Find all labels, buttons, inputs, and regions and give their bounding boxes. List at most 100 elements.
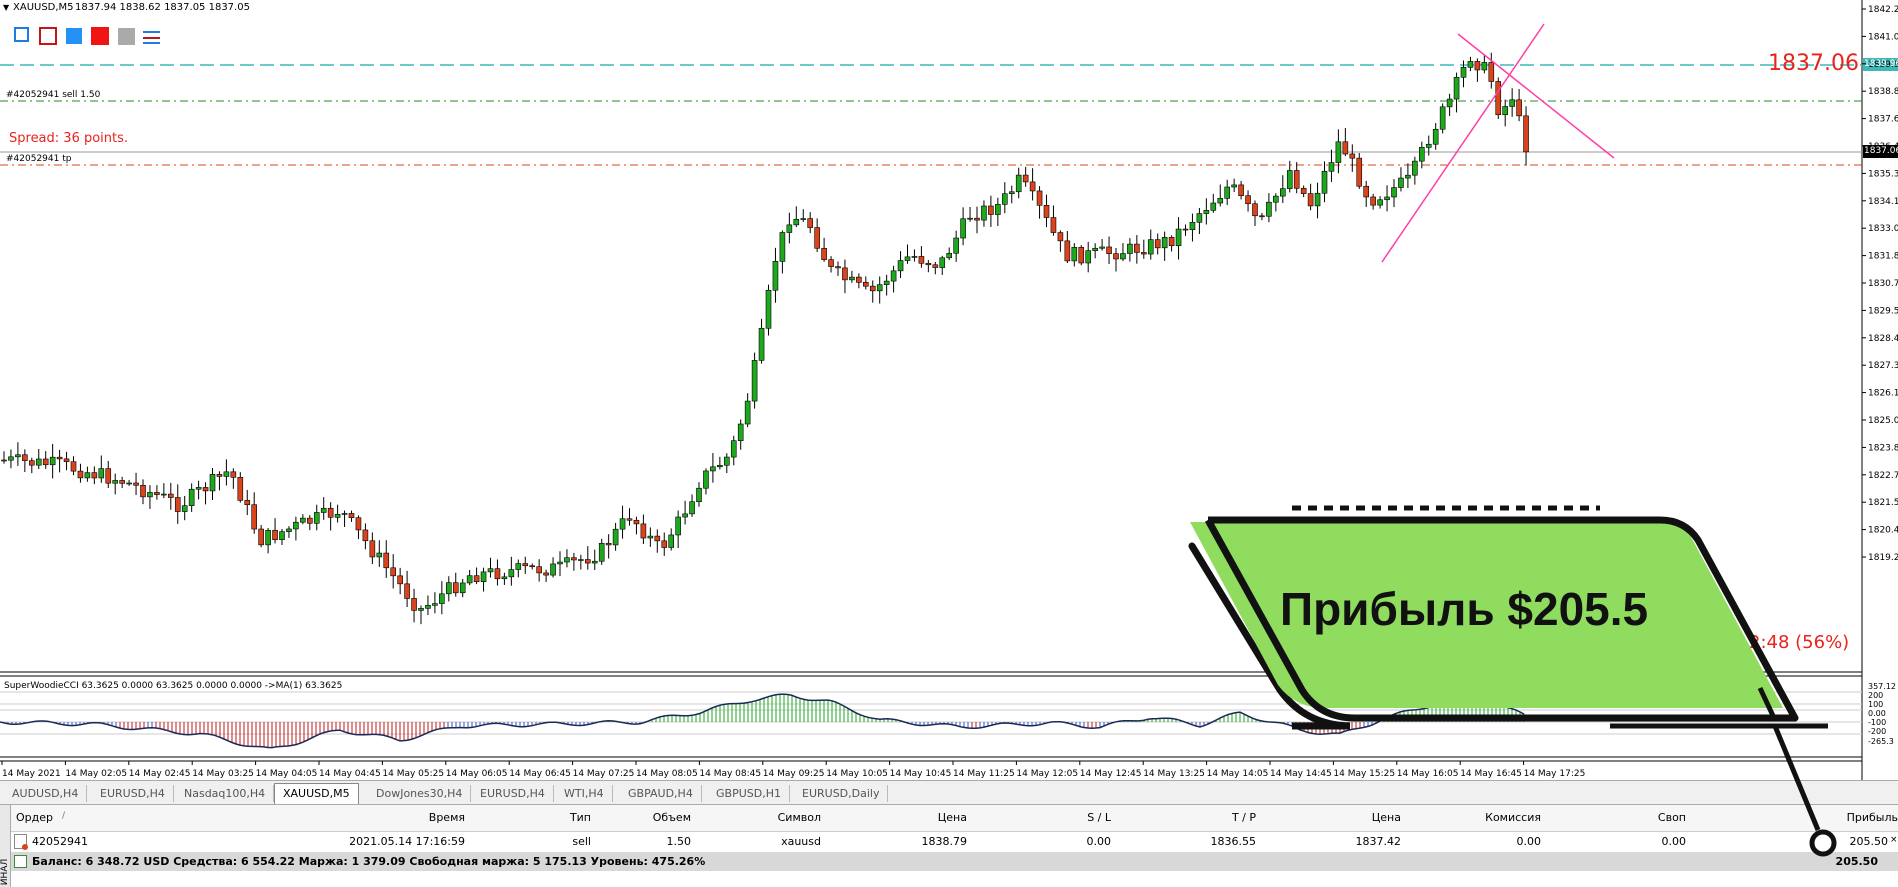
candle-body (1147, 239, 1154, 255)
chart-menu-arrow-icon[interactable]: ▼ (3, 3, 10, 12)
candle-body (904, 256, 911, 261)
candle-body (1120, 253, 1126, 260)
balance-summary: Баланс: 6 348.72 USD Средства: 6 554.22 … (32, 855, 706, 868)
candle-body (758, 327, 765, 361)
candle-body (1224, 186, 1230, 199)
candle-body (1460, 67, 1467, 78)
candle-body (529, 565, 536, 568)
price-chart[interactable]: 1842.2 1841.0 1839.9 1838.8 1837.6 1836.4 1835… (0, 0, 1898, 780)
order-close-icon[interactable]: × (1890, 835, 1898, 845)
time-axis: 14 May 2021 14 May 02:05 14 May 02:45 14 Ma… (1, 761, 1586, 779)
chart-tab[interactable]: XAUUSD,M5 (274, 783, 359, 804)
candle-body (98, 468, 105, 479)
filled-blue-square-icon[interactable] (66, 28, 82, 44)
candle-body (1293, 170, 1300, 189)
candle-body (1, 459, 7, 462)
candle-body (1273, 195, 1279, 203)
candle-body (390, 567, 397, 577)
candle-body (1349, 153, 1356, 159)
chart-tab[interactable]: Nasdaq100,H4 (176, 785, 275, 802)
order-current-price: 1837.42 (1355, 835, 1402, 848)
header-order[interactable]: Ордер (16, 811, 53, 824)
header-price-current[interactable]: Цена (1371, 811, 1401, 824)
chart-tab[interactable]: EURUSD,Daily (794, 785, 889, 802)
order-row[interactable]: 42052941 2021.05.14 17:16:59 sell 1.50 x… (11, 832, 1898, 851)
candle-body (1384, 196, 1390, 201)
candle-body (411, 598, 417, 611)
candle-body (536, 566, 542, 574)
header-tp[interactable]: T / P (1231, 811, 1256, 824)
candle-body (42, 458, 49, 466)
time-axis-label: 14 May 04:05 (256, 769, 318, 779)
header-type[interactable]: Тип (569, 811, 591, 824)
candle-body (1057, 232, 1064, 242)
terminal-side-strip[interactable]: ИНАЛ (0, 805, 11, 887)
candle-body (1516, 99, 1522, 117)
order-profit: 205.50 (1849, 835, 1889, 848)
chart-tab[interactable]: AUDUSD,H4 (4, 785, 88, 802)
candle-body (960, 218, 966, 239)
candle-body (661, 540, 668, 548)
candle-body (1474, 61, 1481, 71)
profit-promo-overlay (1188, 505, 1837, 857)
candle-body (1412, 160, 1418, 176)
candle-body (1210, 202, 1217, 211)
time-axis-label: 14 May 11:25 (953, 769, 1015, 779)
candle-body (418, 608, 424, 611)
candle-body (1328, 162, 1335, 172)
time-axis-label: 14 May 17:25 (1524, 769, 1586, 779)
candle-body (84, 472, 91, 479)
candle-body (508, 569, 515, 578)
header-volume[interactable]: Объем (652, 811, 691, 824)
cci-line (0, 693, 1525, 749)
candle-body (376, 552, 383, 558)
header-swap[interactable]: Своп (1657, 811, 1686, 824)
candle-body (209, 474, 216, 492)
indicator-label: SuperWoodieCCI 63.3625 0.0000 63.3625 0.… (4, 681, 343, 691)
candle-body (918, 256, 925, 264)
header-price-open[interactable]: Цена (937, 811, 967, 824)
header-profit[interactable]: Прибыль (1846, 811, 1898, 824)
candle-body (1203, 209, 1210, 214)
outline-blue-square-icon[interactable] (14, 27, 29, 42)
candle-body (765, 289, 772, 329)
candle-body (119, 480, 125, 484)
candle-body (675, 516, 681, 536)
spread-text: Spread: 36 points. (9, 131, 129, 146)
lines-icon[interactable] (143, 28, 160, 45)
time-axis-label: 14 May 2021 (2, 769, 61, 779)
candle-body (564, 557, 570, 563)
candle-body (967, 217, 973, 220)
chart-tab[interactable]: GBPAUD,H4 (620, 785, 702, 802)
time-axis-label: 14 May 16:05 (1397, 769, 1459, 779)
candle-body (181, 505, 188, 512)
candle-timer-text: 2:48 (56%) (1749, 632, 1850, 653)
sell-order-line-label: #42052941 sell 1.50 (6, 90, 101, 100)
header-time[interactable]: Время (428, 811, 465, 824)
candle-body (501, 576, 508, 580)
header-commission[interactable]: Комиссия (1485, 811, 1541, 824)
chart-tab[interactable]: EURUSD,H4 (472, 785, 554, 802)
chart-tab[interactable]: DowJones30,H4 (368, 785, 472, 802)
candle-body (452, 582, 459, 594)
header-symbol[interactable]: Символ (777, 811, 821, 824)
chart-window[interactable]: 1842.2 1841.0 1839.9 1838.8 1837.6 1836.4 1835… (0, 0, 1898, 780)
chart-tab[interactable]: EURUSD,H4 (92, 785, 174, 802)
candle-body (598, 542, 605, 562)
candle-body (1092, 247, 1098, 251)
promo-text: Прибыль $205.5 (1280, 583, 1649, 635)
candle-body (717, 464, 723, 468)
chart-tab[interactable]: WTI,H4 (556, 785, 613, 802)
filled-red-square-icon[interactable] (91, 27, 109, 45)
chart-tab[interactable]: GBPUSD,H1 (708, 785, 790, 802)
outline-red-square-icon[interactable] (39, 27, 57, 45)
price-axis-label: 1836.4 (1868, 142, 1898, 152)
candle-body (341, 513, 348, 515)
candle-body (668, 534, 675, 548)
candle-body (1182, 228, 1189, 231)
candle-body (1523, 115, 1529, 153)
candle-body (397, 575, 403, 585)
header-sl[interactable]: S / L (1087, 811, 1111, 824)
candle-body (286, 528, 292, 532)
filled-gray-square-icon[interactable] (118, 28, 135, 45)
